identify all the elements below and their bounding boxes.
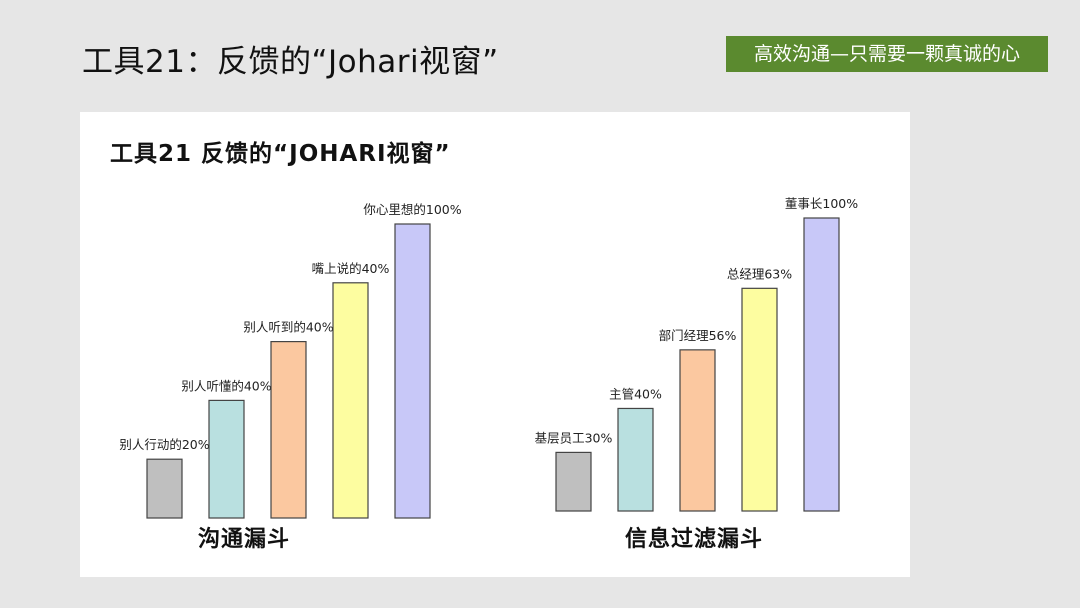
bar-label: 基层员工30%: [535, 430, 613, 445]
bar-label: 部门经理56%: [659, 328, 737, 343]
bar-3: [270, 341, 307, 519]
bar-4: [741, 287, 778, 512]
bar-1: [146, 458, 183, 519]
bar-label: 总经理63%: [727, 266, 792, 281]
tagline-banner: 高效沟通—只需要一颗真诚的心: [726, 36, 1048, 72]
chart-caption: 信息过滤漏斗: [625, 526, 763, 552]
bar-label: 主管40%: [609, 386, 662, 401]
chart-caption: 沟通漏斗: [198, 526, 290, 552]
funnel-charts: 别人行动的20% 别人听懂的40% 别人听到的40% 嘴上说的40% 你心里想的100%…: [119, 196, 859, 552]
bar-label: 嘴上说的40%: [312, 261, 390, 276]
slide-title: 工具21：反馈的“Johari视窗”: [82, 44, 499, 80]
bar-label: 别人听懂的40%: [181, 378, 271, 393]
bar-1: [555, 451, 592, 512]
bar-label: 你心里想的100%: [363, 202, 461, 217]
bar-3: [679, 349, 716, 512]
panel-title: 工具21 反馈的“JOHARI视窗”: [110, 141, 451, 167]
chart-panel: 工具21 反馈的“JOHARI视窗” 别人行动的20% 别人听懂的40% 别人听到的…: [80, 112, 910, 577]
bar-5: [394, 223, 431, 519]
bar-label: 别人行动的20%: [119, 437, 209, 452]
bar-label: 别人听到的40%: [243, 320, 333, 335]
bar-4: [332, 282, 369, 519]
bar-2: [617, 407, 654, 512]
bar-label: 董事长100%: [785, 196, 858, 211]
bar-5: [803, 217, 840, 512]
bar-2: [208, 399, 245, 519]
chart-2: 基层员工30% 主管40% 部门经理56% 总经理63% 董事长100% 信息过滤漏斗: [535, 196, 859, 552]
chart-1: 别人行动的20% 别人听懂的40% 别人听到的40% 嘴上说的40% 你心里想的100%…: [119, 202, 461, 552]
